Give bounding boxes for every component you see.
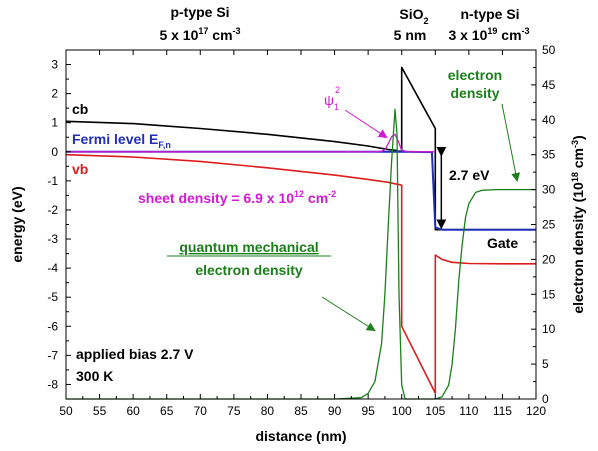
x-tick-label: 90 [328,404,342,418]
x-tick-label: 50 [59,404,73,418]
temperature-label: 300 K [76,368,113,384]
y-left-tick-label: -4 [47,261,58,275]
x-axis-ticks: 50 55 60 65 70 75 80 85 90 95 100 105 110 115 120 [59,50,546,418]
x-tick-label: 120 [526,404,546,418]
x-tick-label: 115 [493,404,512,418]
qm-density-arrow [321,296,376,332]
series-line-density-4 [66,108,436,400]
energy-gap-label: 2.7 eV [449,167,490,183]
bias-label: applied bias 2.7 V [76,346,194,362]
x-axis-label: distance (nm) [255,428,346,444]
y-right-label-sup2: -3 [570,140,580,148]
x-tick-label: 95 [361,404,375,418]
n-type-concentration: 3 x 1019 cm-3 [448,26,529,43]
x-tick-label: 100 [392,404,412,418]
psi-arrow [344,109,388,139]
y-right-label-main: electron density (10 [570,182,586,314]
y-right-tick-label: 40 [542,113,556,127]
y-left-axis-ticks: 3 2 1 0 -1 -2 -3 -4 -5 -6 -7 -8 [47,49,71,400]
series-line-vb-1 [65,153,536,394]
y-left-tick-label: -1 [47,174,58,188]
x-tick-label: 55 [93,404,107,418]
y-right-tick-label: 10 [542,322,556,336]
y-left-tick-label: -5 [47,290,58,304]
psi-base: ψ [324,92,334,108]
y-right-tick-label: 20 [542,252,556,266]
y-left-axis-label: energy (eV) [9,186,25,262]
qm-density-label-line2: electron density [195,262,303,278]
p-conc-unit: cm [208,27,232,43]
y-right-tick-label: 30 [542,183,556,197]
y-right-axis-label: electron density (1018 cm-3) [570,135,586,313]
y-left-tick-label: -7 [47,348,58,362]
sheet-density-unit: cm [304,190,328,206]
y-right-axis-ticks: 0 5 10 15 20 25 30 35 40 45 50 [531,43,556,406]
sheet-density-base: sheet density = 6.9 x 10 [138,190,294,206]
p-type-concentration: 5 x 1017 cm-3 [159,26,240,43]
p-conc-base: 5 x 10 [159,27,198,43]
y-right-tick-label: 50 [542,43,556,57]
p-type-title: p-type Si [170,4,229,20]
psi-sub: 1 [334,102,339,112]
x-tick-label: 65 [160,404,174,418]
n-conc-base: 3 x 10 [448,27,487,43]
y-left-tick-label: 2 [51,87,58,101]
x-tick-label: 60 [126,404,140,418]
x-tick-label: 75 [227,404,241,418]
series-line-density-5 [435,188,536,400]
y-right-tick-label: 45 [542,78,556,92]
fermi-label-base: Fermi level E [72,131,158,147]
curves-layer [65,66,536,400]
cb-label: cb [72,101,88,117]
electron-density-label-line1: electron [448,67,502,83]
y-left-tick-label: -8 [47,377,58,391]
x-tick-label: 105 [425,404,445,418]
y-right-tick-label: 25 [542,218,556,232]
x-tick-label: 110 [459,404,478,418]
y-left-tick-label: 3 [51,58,58,72]
y-right-label-tail: cm [570,148,586,172]
y-left-tick-label: -3 [47,232,58,246]
electron-density-arrow [501,103,521,182]
sheet-density-label: sheet density = 6.9 x 1012 cm-2 [138,189,336,206]
sheet-density-exp: 12 [294,189,304,199]
y-right-tick-label: 0 [542,392,549,406]
y-right-tick-label: 5 [542,357,549,371]
x-tick-label: 85 [294,404,308,418]
n-conc-unit-exp: -3 [522,26,530,36]
fermi-label-sub: F,n [158,140,171,150]
y-right-label-sup: 18 [570,172,580,182]
sio2-base: SiO [399,6,423,22]
y-left-tick-label: -6 [47,319,58,333]
x-tick-label: 70 [194,404,208,418]
psi-label: ψ1 2 [324,85,340,112]
sio2-thickness: 5 nm [394,27,427,43]
n-conc-unit: cm [497,27,521,43]
n-type-title: n-type Si [460,6,519,22]
vb-label: vb [72,161,88,177]
electron-density-label-line2: density [450,85,499,101]
fermi-label: Fermi level EF,n [72,131,171,150]
gate-label: Gate [487,235,518,251]
sio2-sub: 2 [424,16,429,26]
y-left-tick-label: 0 [51,145,58,159]
y-right-tick-label: 35 [542,148,556,162]
y-right-tick-label: 15 [542,287,556,301]
p-conc-exp: 17 [198,26,208,36]
sio2-title: SiO2 [399,6,428,26]
psi-sup: 2 [335,85,340,95]
sheet-density-unit-exp: -2 [328,189,336,199]
p-conc-unit-exp: -3 [233,26,241,36]
y-right-label-end: ) [570,135,586,140]
n-conc-exp: 19 [487,26,497,36]
qm-density-label-line1: quantum mechanical [179,239,318,255]
y-left-tick-label: 1 [51,116,58,130]
y-left-tick-label: -2 [47,203,58,217]
x-tick-label: 80 [261,404,275,418]
